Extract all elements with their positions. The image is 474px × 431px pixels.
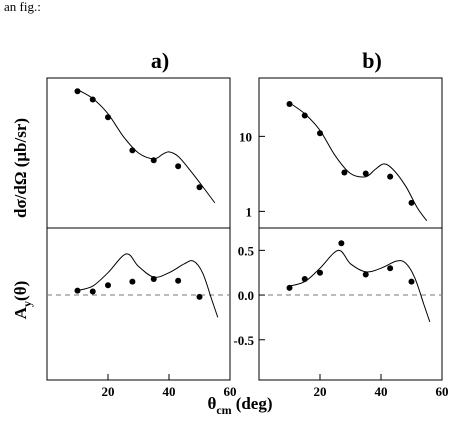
cross-section-point-a-5 <box>175 163 182 170</box>
cross-section-point-a-6 <box>196 184 203 191</box>
y-tick-label-cross-section-10: 10 <box>239 129 252 144</box>
y-tick-label-analyzing-power-0.5: 0.5 <box>238 243 255 258</box>
analyzing-power-point-b-6 <box>408 278 415 285</box>
frame-b-bottom <box>258 227 443 381</box>
x-tick-label-a-20: 20 <box>102 384 115 399</box>
x-label-main: θ <box>207 394 216 413</box>
ay-sub: y <box>20 301 34 307</box>
cross-section-point-a-3 <box>129 147 136 154</box>
panel-label-b: b) <box>362 48 382 73</box>
cross-section-point-a-4 <box>150 157 157 164</box>
cross-section-point-b-1 <box>301 112 308 119</box>
cross-section-point-b-3 <box>341 169 348 176</box>
analyzing-power-point-b-5 <box>387 265 394 272</box>
analyzing-power-point-a-0 <box>74 287 81 294</box>
cross-section-point-b-4 <box>362 170 369 177</box>
analyzing-power-point-b-3 <box>338 240 345 247</box>
analyzing-power-point-b-4 <box>362 271 369 278</box>
analyzing-power-point-b-2 <box>317 269 323 276</box>
y-axis-label-cross-section: dσ/dΩ (μb/sr) <box>11 118 30 218</box>
analyzing-power-point-a-1 <box>89 288 96 295</box>
y-axis-label-analyzing-power: Ay(θ) <box>11 281 34 319</box>
x-label-sub: cm <box>216 403 231 417</box>
x-tick-label-b-20: 20 <box>314 384 327 399</box>
analyzing-power-point-a-6 <box>196 293 203 300</box>
x-tick-labels: 20 40 60 20 40 60 <box>102 384 449 399</box>
cross-section-point-b-5 <box>387 173 394 180</box>
analyzing-power-curve-a <box>77 253 219 318</box>
ay-main: A <box>11 306 30 319</box>
analyzing-power-point-a-3 <box>129 278 136 285</box>
cross-section-curve-a <box>77 89 216 204</box>
x-axis-label: θcm (deg) <box>207 394 272 417</box>
cross-section-point-a-0 <box>74 88 81 95</box>
cross-section-point-b-2 <box>317 130 323 137</box>
y-tick-label-analyzing-power-0.0: 0.0 <box>238 288 254 303</box>
analyzing-power-point-a-4 <box>150 275 157 282</box>
cross-section-point-b-0 <box>286 101 293 108</box>
data-marks <box>74 88 443 380</box>
x-tick-label-a-60: 60 <box>224 384 237 399</box>
x-label-unit: (deg) <box>236 394 273 413</box>
caption-fragment: an fig.: <box>4 0 41 14</box>
panel-label-a: a) <box>151 48 169 73</box>
analyzing-power-curve-b <box>289 249 431 323</box>
analyzing-power-point-b-0 <box>286 284 293 291</box>
x-tick-label-b-40: 40 <box>375 384 388 399</box>
ay-arg: (θ) <box>11 281 30 301</box>
y-tick-label-cross-section-1: 1 <box>246 204 253 219</box>
cross-section-point-b-6 <box>408 199 415 206</box>
cross-section-point-a-2 <box>105 114 111 121</box>
analyzing-power-point-a-2 <box>105 282 111 289</box>
analyzing-power-point-a-5 <box>175 277 182 284</box>
analyzing-power-point-b-1 <box>301 275 308 282</box>
cross-section-point-a-1 <box>89 96 96 103</box>
x-tick-label-a-40: 40 <box>163 384 176 399</box>
frame-a-bottom <box>46 227 231 381</box>
cross-section-curve-b <box>289 102 428 222</box>
y-tick-labels: 10 1 0.5 0.0 -0.5 <box>233 129 254 347</box>
frame-b-top <box>258 77 443 229</box>
x-tick-label-b-60: 60 <box>436 384 449 399</box>
y-tick-label-analyzing-power--0.5: -0.5 <box>233 333 254 348</box>
